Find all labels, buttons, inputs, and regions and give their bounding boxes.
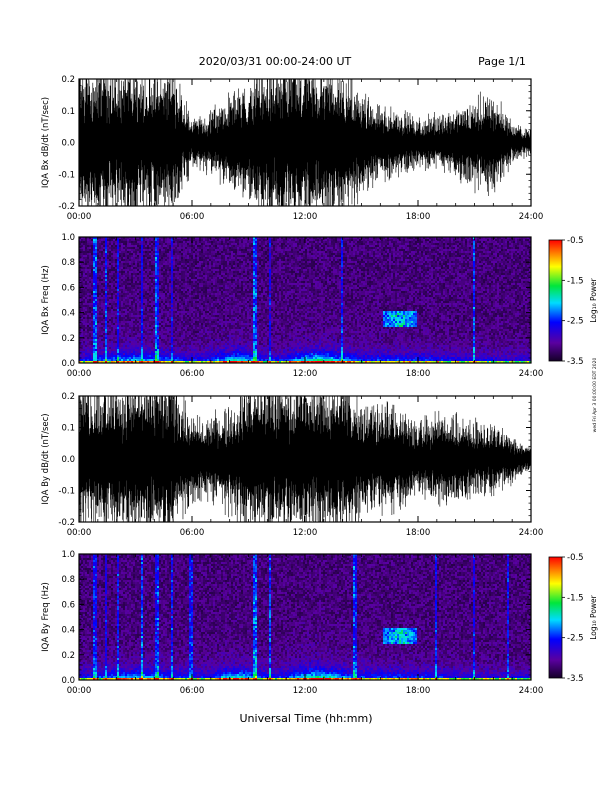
y-axis-label: IQA Bx Freq (Hz) <box>41 265 51 335</box>
colorbar-gradient <box>548 239 563 362</box>
y-tick-label: 0.0 <box>61 359 75 369</box>
panel-1: 00:00 06:00 12:00 18:00 24:00 0.2 0.1 0.0 -0.1 -0… <box>41 75 544 222</box>
y-tick-label: 0.0 <box>61 455 75 465</box>
x-tick-label: 00:00 <box>67 686 92 696</box>
y-tick-label: 0.2 <box>61 651 75 661</box>
panels-group: 00:00 06:00 12:00 18:00 24:00 0.2 0.1 0.0 -0.1 -0… <box>41 75 598 696</box>
y-tick-label: 1.0 <box>61 550 75 560</box>
colorbar-tick-label: -1.5 <box>567 276 584 286</box>
y-tick-label: 0.1 <box>61 424 75 434</box>
y-tick-label: -0.2 <box>58 202 75 212</box>
x-tick-label: 06:00 <box>180 369 205 379</box>
colorbar-label: Log₁₀ Power <box>589 277 598 322</box>
x-tick-label: 18:00 <box>406 528 431 538</box>
page-number: Page 1/1 <box>478 55 526 68</box>
spectrogram-image <box>79 237 531 363</box>
panel-4: -0.5 -1.5 -2.5 -3.5 Log₁₀ Power 00:00 06:00 12:… <box>41 550 598 696</box>
x-tick-label: 12:00 <box>293 212 318 222</box>
colorbar-tick-label: -3.5 <box>567 674 584 684</box>
colorbar-tick-label: -2.5 <box>567 634 584 644</box>
x-tick-label: 06:00 <box>180 212 205 222</box>
x-tick-label: 06:00 <box>180 686 205 696</box>
panel-3: 00:00 06:00 12:00 18:00 24:00 0.2 0.1 0.0 -0.1 -0… <box>41 392 544 538</box>
x-tick-label: 18:00 <box>406 686 431 696</box>
x-tick-label: 00:00 <box>67 528 92 538</box>
x-tick-label: 24:00 <box>519 528 544 538</box>
colorbar-tick-label: -1.5 <box>567 593 584 603</box>
x-tick-label: 00:00 <box>67 212 92 222</box>
y-tick-label: 0.0 <box>61 676 75 686</box>
y-tick-label: 0.4 <box>61 309 75 319</box>
x-tick-label: 06:00 <box>180 528 205 538</box>
y-tick-label: -0.1 <box>58 487 75 497</box>
y-axis-label: IQA By Freq (Hz) <box>41 582 51 652</box>
x-tick-label: 12:00 <box>293 369 318 379</box>
spectrogram-image <box>79 554 531 680</box>
y-tick-label: 0.8 <box>61 258 75 268</box>
colorbar-gradient <box>548 556 563 679</box>
y-tick-label: -0.1 <box>58 170 75 180</box>
plot-frame <box>78 395 532 523</box>
y-tick-label: 0.1 <box>61 107 75 117</box>
x-tick-label: 24:00 <box>519 686 544 696</box>
plot-frame <box>78 553 532 681</box>
x-tick-label: 12:00 <box>293 528 318 538</box>
y-axis-label: IQA Bx dB/dt (nT/sec) <box>41 97 51 188</box>
series-trace <box>79 79 531 206</box>
side-note: wed Fri Apr 3 00:00:00 EDT 2020 <box>592 358 598 433</box>
y-tick-label: 0.2 <box>61 392 75 402</box>
colorbar-tick-label: -0.5 <box>567 553 584 563</box>
series-trace <box>79 396 531 522</box>
y-tick-label: 0.2 <box>61 334 75 344</box>
y-tick-label: 0.0 <box>61 139 75 149</box>
plot-frame <box>78 236 532 364</box>
colorbar-tick-label: -3.5 <box>567 357 584 367</box>
y-tick-label: 0.8 <box>61 575 75 585</box>
x-axis-label: Universal Time (hh:mm) <box>240 712 373 725</box>
y-tick-label: 0.2 <box>61 75 75 85</box>
x-tick-label: 18:00 <box>406 212 431 222</box>
colorbar-tick-label: -0.5 <box>567 236 584 246</box>
panel-2: -0.5 -1.5 -2.5 -3.5 Log₁₀ Power 00:00 06:00 12:… <box>41 233 598 379</box>
y-axis-label: IQA By dB/dt (nT/sec) <box>41 413 51 504</box>
colorbar-label: Log₁₀ Power <box>589 594 598 639</box>
y-tick-label: 0.4 <box>61 626 75 636</box>
x-tick-label: 24:00 <box>519 369 544 379</box>
y-tick-label: -0.2 <box>58 518 75 528</box>
colorbar: -0.5 -1.5 -2.5 -3.5 Log₁₀ Power <box>548 553 598 684</box>
x-tick-label: 00:00 <box>67 369 92 379</box>
page-title: 2020/03/31 00:00-24:00 UT <box>199 55 352 68</box>
x-tick-label: 24:00 <box>519 212 544 222</box>
y-tick-label: 0.6 <box>61 600 75 610</box>
x-tick-label: 12:00 <box>293 686 318 696</box>
y-tick-label: 0.6 <box>61 283 75 293</box>
y-tick-label: 1.0 <box>61 233 75 243</box>
colorbar-tick-label: -2.5 <box>567 317 584 327</box>
colorbar: -0.5 -1.5 -2.5 -3.5 Log₁₀ Power <box>548 236 598 367</box>
plot-frame <box>78 78 532 207</box>
x-tick-label: 18:00 <box>406 369 431 379</box>
